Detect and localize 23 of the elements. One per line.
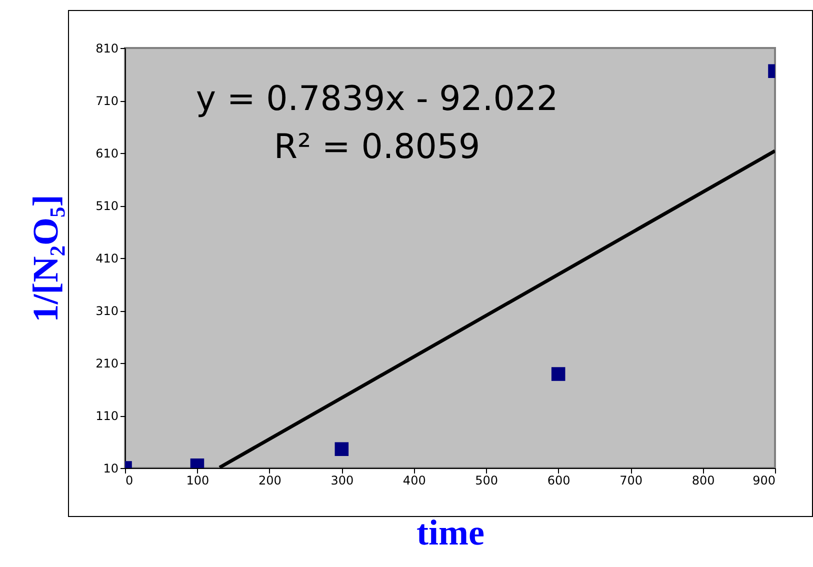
x-tick-label: 100 [186, 474, 210, 488]
x-tick-label: 800 [692, 474, 715, 488]
x-tick-label: 400 [402, 474, 426, 488]
x-tick-label: 0 [126, 474, 134, 488]
annotation: R² = 0.8059 [274, 127, 480, 167]
x-tick-label: 600 [547, 474, 570, 488]
y-tick-label: 310 [96, 304, 118, 318]
y-tick-label: 210 [96, 356, 118, 370]
x-tick-label: 500 [475, 474, 498, 488]
y-tick-label: 10 [103, 462, 118, 476]
y-tick-label: 610 [96, 146, 118, 160]
x-tick-label: 700 [620, 474, 643, 488]
y-tick-label: 510 [96, 199, 118, 213]
y-tick-label: 110 [96, 409, 118, 423]
x-axis-title: time [416, 512, 484, 552]
x-tick-label: 200 [258, 474, 282, 488]
y-tick-label: 410 [96, 252, 118, 266]
y-tick-label: 810 [96, 42, 118, 56]
y-tick-label: 710 [96, 94, 118, 108]
x-tick-label: 300 [330, 474, 354, 488]
x-tick-label: 900 [752, 474, 776, 488]
y-axis-title: 1/[N₂O₅] [26, 194, 66, 322]
annotation: y = 0.7839x - 92.022 [196, 79, 558, 119]
